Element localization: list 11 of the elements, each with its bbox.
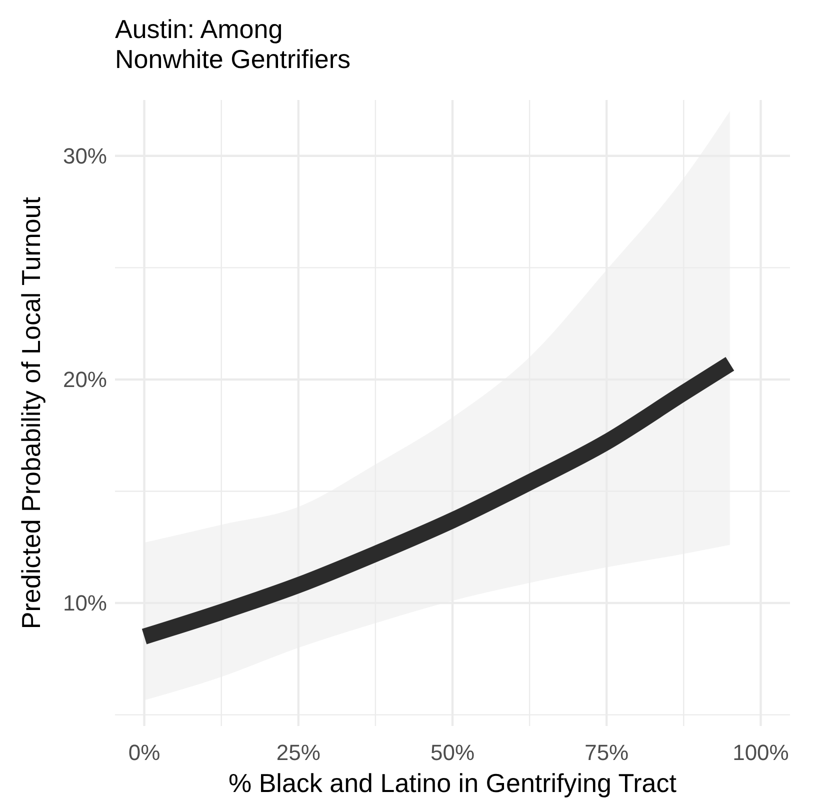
y-tick-label: 20% [62,367,107,392]
x-tick-label: 75% [584,740,629,765]
x-tick-label: 50% [430,740,475,765]
x-tick-label: 25% [276,740,320,765]
x-tick-label: 0% [128,740,160,765]
y-axis-title: Predicted Probability of Local Turnout [16,196,46,630]
chart-title: Austin: Among Nonwhite Gentrifiers [115,14,351,74]
y-tick-label: 10% [62,590,107,616]
y-tick-label: 30% [62,144,107,169]
x-tick-label: 100% [732,740,789,765]
x-axis-title: % Black and Latino in Gentrifying Tract [228,768,678,798]
